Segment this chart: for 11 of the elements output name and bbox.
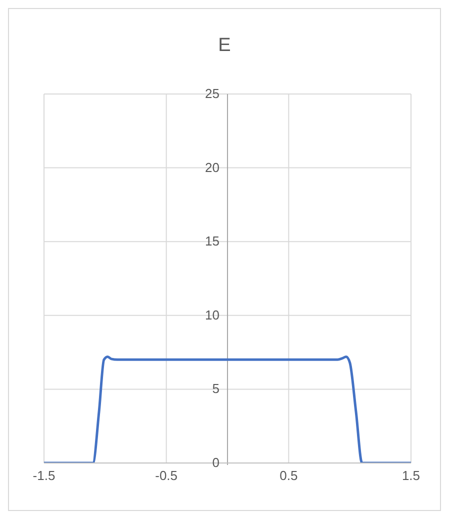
x-tick-label: 0.5 [280,468,298,484]
x-tick-label: 1.5 [402,468,420,484]
x-tick-label: -1.5 [32,468,56,484]
y-tick-label: 15 [205,234,220,249]
y-tick-label: 0 [212,455,220,470]
y-tick-label: 25 [205,86,220,101]
x-tick-label: -0.5 [155,468,178,484]
y-tick-label: 10 [205,307,220,322]
y-tick-label: 20 [205,160,220,175]
chart-title: E [217,35,232,57]
y-tick-label: 5 [212,381,220,396]
